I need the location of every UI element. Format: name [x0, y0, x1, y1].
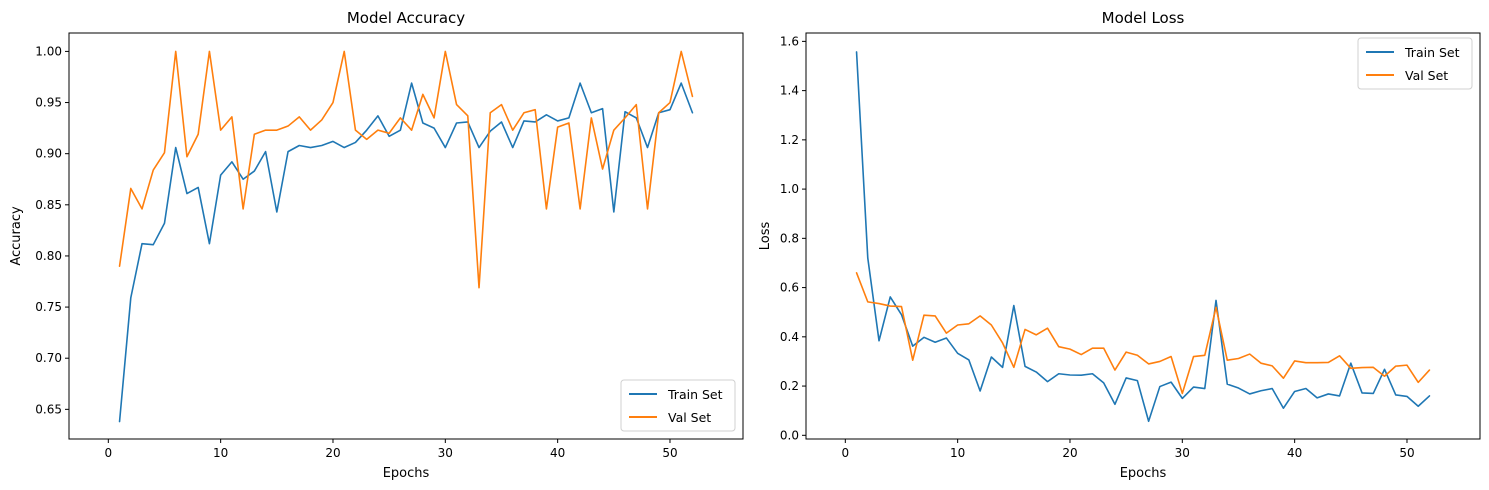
- accuracy-x-tick-label: 40: [550, 446, 565, 460]
- accuracy-y-tick-label: 0.70: [35, 351, 62, 365]
- accuracy-x-tick-label: 30: [438, 446, 453, 460]
- accuracy-x-tick-label: 50: [662, 446, 677, 460]
- loss-x-tick-label: 30: [1175, 446, 1190, 460]
- accuracy-series-val-set-line: [118, 50, 694, 289]
- loss-legend-val-label: Val Set: [1405, 68, 1448, 83]
- loss-series-train-set-line: [855, 51, 1431, 423]
- accuracy-y-tick-label: 0.65: [35, 402, 62, 416]
- loss-chart: Model Loss Epochs Loss 0 10 20 30 40 50 0.0 0.2…: [758, 9, 1481, 481]
- loss-y-tick-label: 0.8: [780, 231, 799, 245]
- loss-x-tick-label: 10: [950, 446, 965, 460]
- accuracy-series-train-set-line: [118, 82, 694, 423]
- accuracy-x-tick-label: 20: [325, 446, 340, 460]
- accuracy-y-tick-label: 0.75: [35, 300, 62, 314]
- accuracy-x-axis-label: Epochs: [383, 466, 430, 481]
- loss-y-tick-label: 0.2: [780, 379, 799, 393]
- loss-y-tick-label: 0.6: [780, 281, 799, 295]
- accuracy-legend-val-label: Val Set: [668, 410, 711, 425]
- loss-y-tick-label: 1.6: [780, 34, 799, 48]
- accuracy-x-tick-label: 0: [104, 446, 112, 460]
- loss-x-tick-label: 50: [1399, 446, 1414, 460]
- accuracy-legend-train-label: Train Set: [667, 387, 723, 402]
- loss-y-tick-label: 1.4: [780, 84, 799, 98]
- loss-y-axis-label: Loss: [758, 222, 773, 251]
- accuracy-y-axis-label: Accuracy: [9, 206, 24, 266]
- loss-y-tick-label: 0.0: [780, 428, 799, 442]
- accuracy-plot-frame: [68, 32, 744, 440]
- accuracy-y-tick-label: 0.85: [35, 198, 62, 212]
- loss-legend: Train Set Val Set: [1357, 37, 1473, 90]
- loss-y-tick-label: 1.2: [780, 133, 799, 147]
- loss-y-tick-label: 0.4: [780, 330, 799, 344]
- loss-legend-box: [1357, 37, 1473, 90]
- loss-series-val-set-line: [855, 272, 1431, 395]
- loss-plot-frame: [805, 32, 1481, 440]
- loss-x-tick-label: 40: [1287, 446, 1302, 460]
- accuracy-x-tick-label: 10: [213, 446, 228, 460]
- accuracy-y-tick-label: 1.00: [35, 44, 62, 58]
- accuracy-y-tick-label: 0.95: [35, 96, 62, 110]
- loss-x-tick-label: 20: [1062, 446, 1077, 460]
- accuracy-y-tick-label: 0.90: [35, 147, 62, 161]
- loss-x-axis-label: Epochs: [1120, 466, 1167, 481]
- loss-chart-title: Model Loss: [1102, 9, 1185, 27]
- accuracy-legend-box: [620, 379, 736, 432]
- accuracy-y-tick-label: 0.80: [35, 249, 62, 263]
- accuracy-chart-title: Model Accuracy: [347, 9, 465, 27]
- loss-legend-train-label: Train Set: [1404, 45, 1460, 60]
- accuracy-legend: Train Set Val Set: [620, 379, 736, 432]
- loss-y-tick-label: 1.0: [780, 182, 799, 196]
- loss-x-tick-label: 0: [841, 446, 849, 460]
- accuracy-chart: Model Accuracy Epochs Accuracy 0 10 20 30 40…: [9, 9, 744, 481]
